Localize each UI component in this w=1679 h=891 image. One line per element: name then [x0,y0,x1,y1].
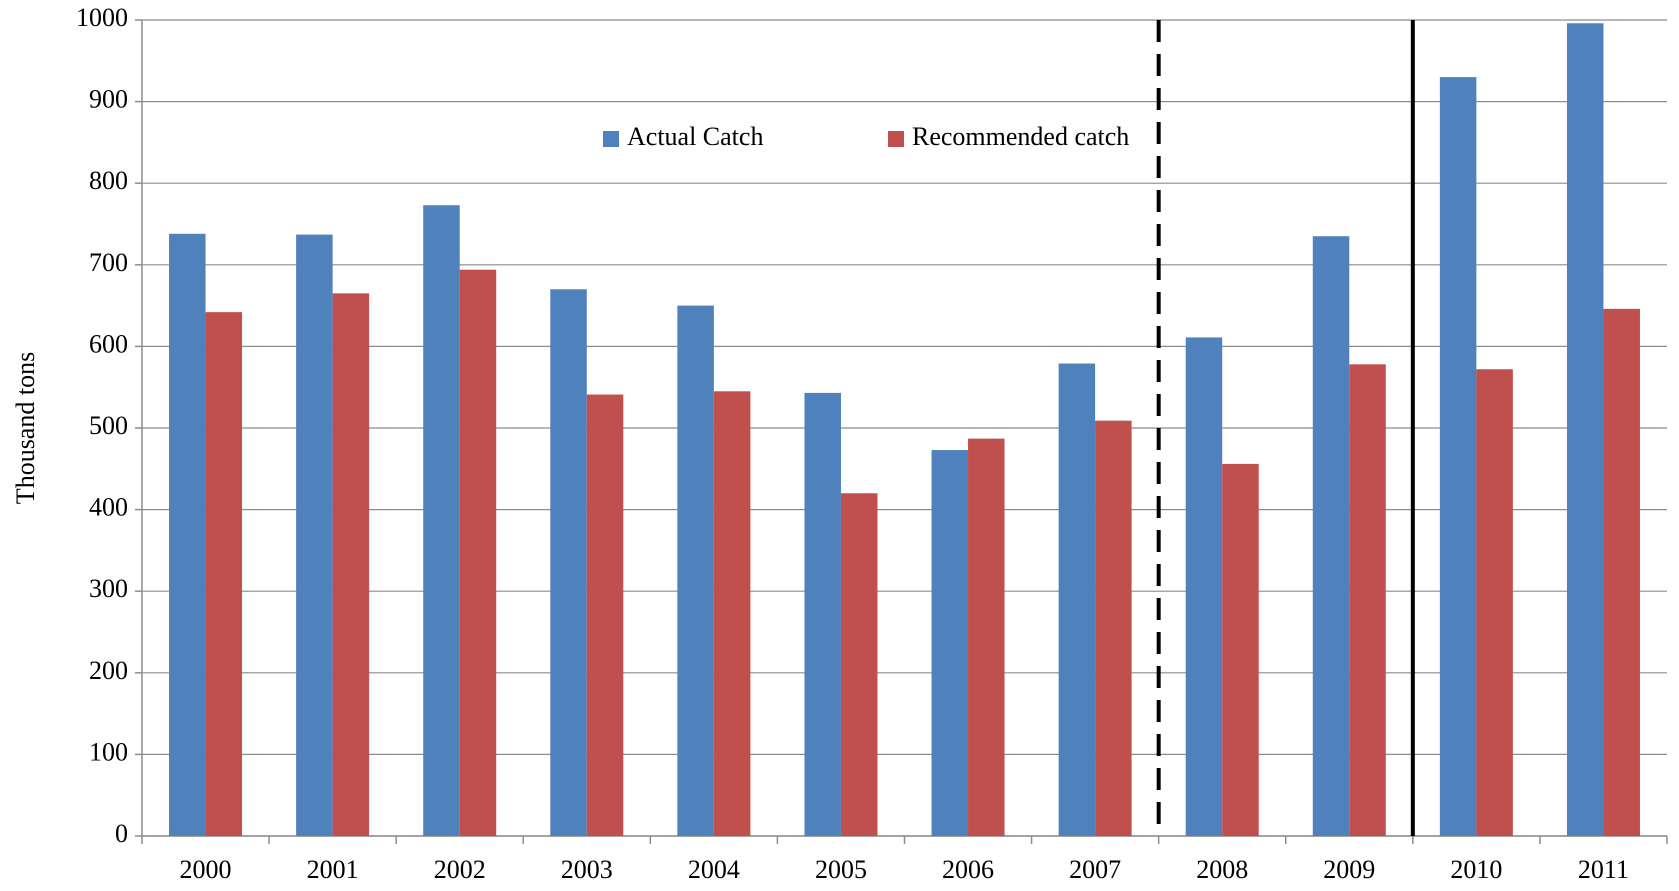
y-tick-label: 400 [89,493,128,522]
legend-swatch [888,131,904,147]
bar [1095,420,1132,836]
x-tick-label: 2004 [688,855,740,884]
bar [1603,308,1640,836]
x-tick-label: 2003 [561,855,613,884]
x-tick-label: 2007 [1069,855,1121,884]
bar [205,312,243,836]
bar [968,438,1005,836]
y-tick-label: 100 [89,737,128,766]
y-tick-label: 1000 [76,3,128,32]
bar [550,289,587,836]
bar [931,450,969,836]
bar [169,233,206,837]
y-axis-label: Thousand tons [11,352,40,504]
bar [1222,463,1259,836]
bar [1058,363,1096,836]
bar [296,234,333,836]
legend-swatch [603,131,619,147]
bar [332,293,370,836]
bar [1476,369,1513,836]
bar [423,205,460,836]
bar [1566,23,1604,837]
x-tick-label: 2006 [942,855,994,884]
bar [1312,236,1350,837]
x-tick-label: 2010 [1450,855,1502,884]
y-tick-label: 800 [89,166,128,195]
y-tick-label: 900 [89,85,128,114]
bar [1349,364,1386,836]
x-tick-label: 2009 [1323,855,1375,884]
y-tick-label: 300 [89,574,128,603]
x-tick-label: 2002 [434,855,486,884]
bar [586,394,624,836]
x-tick-label: 2000 [180,855,232,884]
y-tick-label: 700 [89,248,128,277]
bar [840,493,878,836]
x-tick-label: 2005 [815,855,867,884]
bar [677,305,714,837]
y-tick-label: 200 [89,656,128,685]
bar [1439,77,1477,837]
legend-label: Actual Catch [627,122,763,151]
x-tick-label: 2001 [307,855,359,884]
x-tick-label: 2011 [1578,855,1629,884]
y-tick-label: 0 [115,819,128,848]
legend-label: Recommended catch [912,122,1129,151]
x-tick-label: 2008 [1196,855,1248,884]
y-tick-label: 600 [89,329,128,358]
bar [459,269,497,836]
bar [1185,337,1223,836]
bar [804,392,841,836]
bar [713,391,751,836]
y-tick-label: 500 [89,411,128,440]
